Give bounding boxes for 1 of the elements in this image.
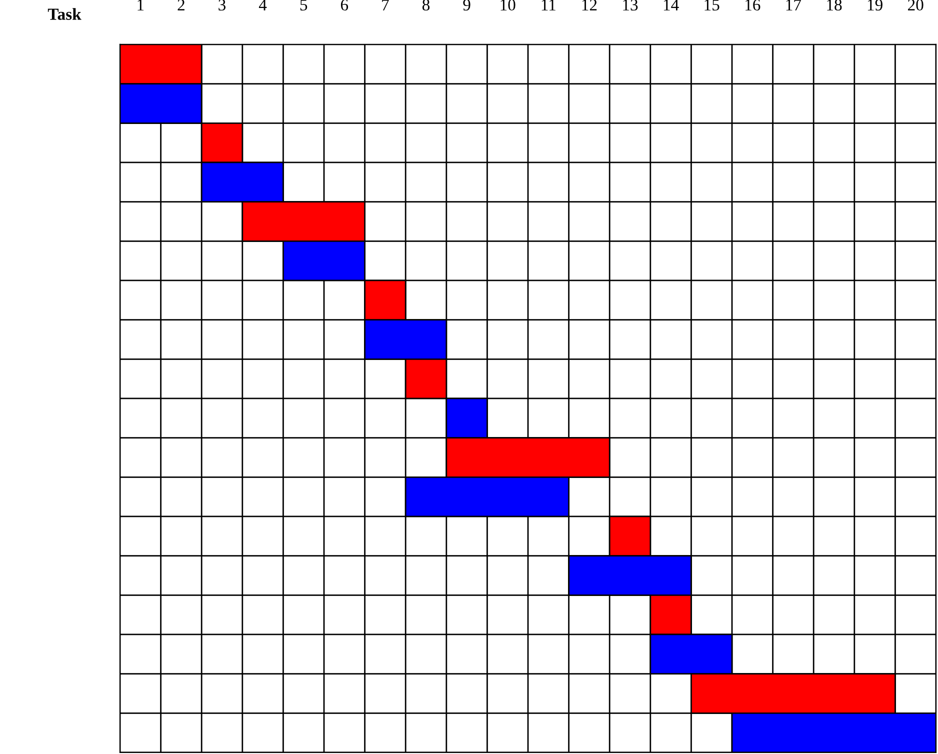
y-axis-title: Task [48, 8, 82, 20]
